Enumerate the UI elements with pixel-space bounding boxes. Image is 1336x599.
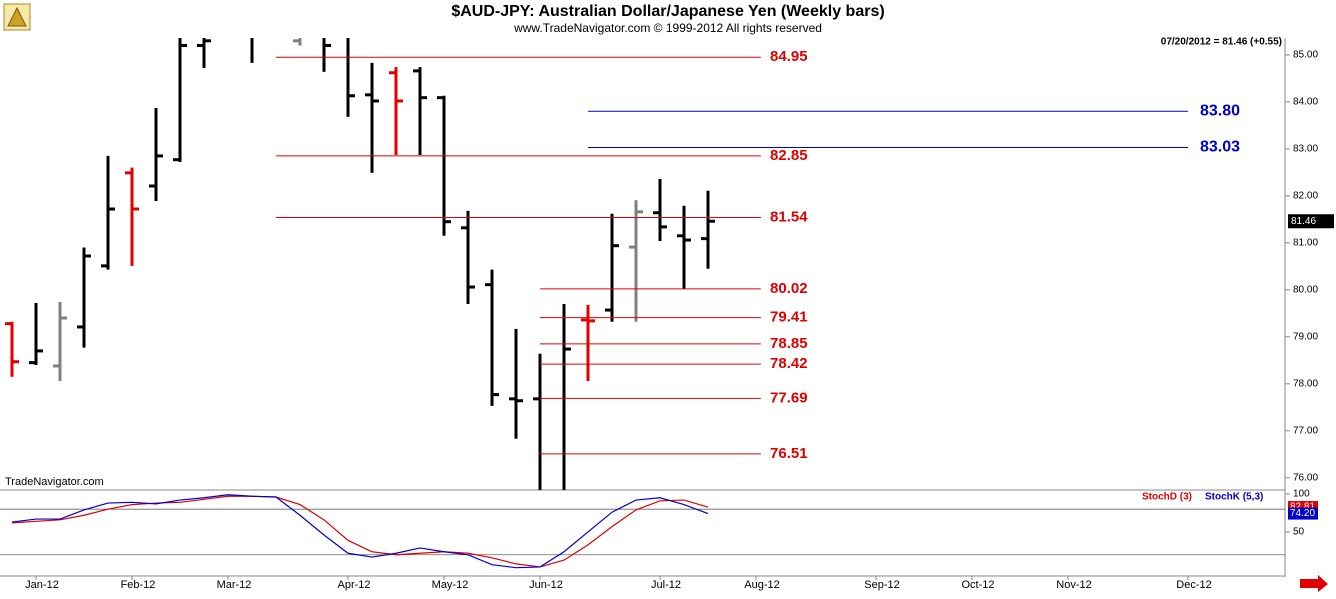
y-tick-label: 83.00 [1293,144,1318,155]
x-tick-label: Sep-12 [864,579,899,591]
y-tick-label: 81.00 [1293,237,1318,248]
stoch-last-label: 82.81 [1290,502,1315,513]
legend-entry: StochK (5,3) [1205,492,1263,503]
x-tick-label: Apr-12 [337,579,370,591]
level-label: 82.85 [770,147,808,164]
y-tick-label: 82.00 [1293,191,1318,202]
stoch-line [11,494,709,569]
level-label: 77.69 [770,389,808,406]
x-tick-label: Jun-12 [529,579,563,591]
price-pane [5,38,715,490]
y-tick-label: 76.00 [1293,472,1318,483]
x-tick-label: Jan-12 [25,579,59,591]
watermark: TradeNavigator.com [5,476,104,488]
legend-entry: StochD (3) [1142,492,1192,503]
x-tick-label: Nov-12 [1056,579,1091,591]
x-tick-label: Jul-12 [651,579,681,591]
x-tick-label: May-12 [432,579,469,591]
x-tick-label: Aug-12 [744,579,779,591]
stoch-line [11,495,709,568]
y-tick-label: 100 [1293,489,1310,500]
level-label: 83.03 [1200,139,1240,156]
last-price-label: 81.46 [1291,216,1316,227]
level-label: 78.42 [770,355,808,372]
y-tick-label: 50 [1293,527,1305,538]
level-label: 78.85 [770,335,808,352]
quote: 07/20/2012 = 81.46 (+0.55) [1161,37,1282,48]
y-tick-label: 80.00 [1293,284,1318,295]
last-price-box [1288,214,1334,229]
logo [3,3,31,31]
y-tick-label: 78.00 [1293,378,1318,389]
y-tick-label: 77.00 [1293,425,1318,436]
level-label: 81.54 [770,208,808,225]
level-label: 80.02 [770,280,808,297]
level-label: 83.80 [1200,103,1240,120]
x-tick-label: Feb-12 [121,579,156,591]
x-tick-label: Dec-12 [1176,579,1211,591]
y-tick-label: 79.00 [1293,331,1318,342]
y-tick-label: 84.00 [1293,97,1318,108]
level-label: 76.51 [770,445,808,462]
stoch-last-label: 74.20 [1290,508,1315,519]
y-tick-label: 85.00 [1293,50,1318,61]
x-tick-label: Oct-12 [961,579,994,591]
level-label: 79.41 [770,309,808,326]
x-tick-label: Mar-12 [217,579,252,591]
chart-subtitle: www.TradeNavigator.com © 1999-2012 All r… [513,21,822,35]
scroll-arrow[interactable] [1300,575,1328,592]
level-label: 84.95 [770,48,808,65]
stoch-last-box [1288,507,1318,520]
chart-title: $AUD-JPY: Australian Dollar/Japanese Yen… [451,3,884,20]
